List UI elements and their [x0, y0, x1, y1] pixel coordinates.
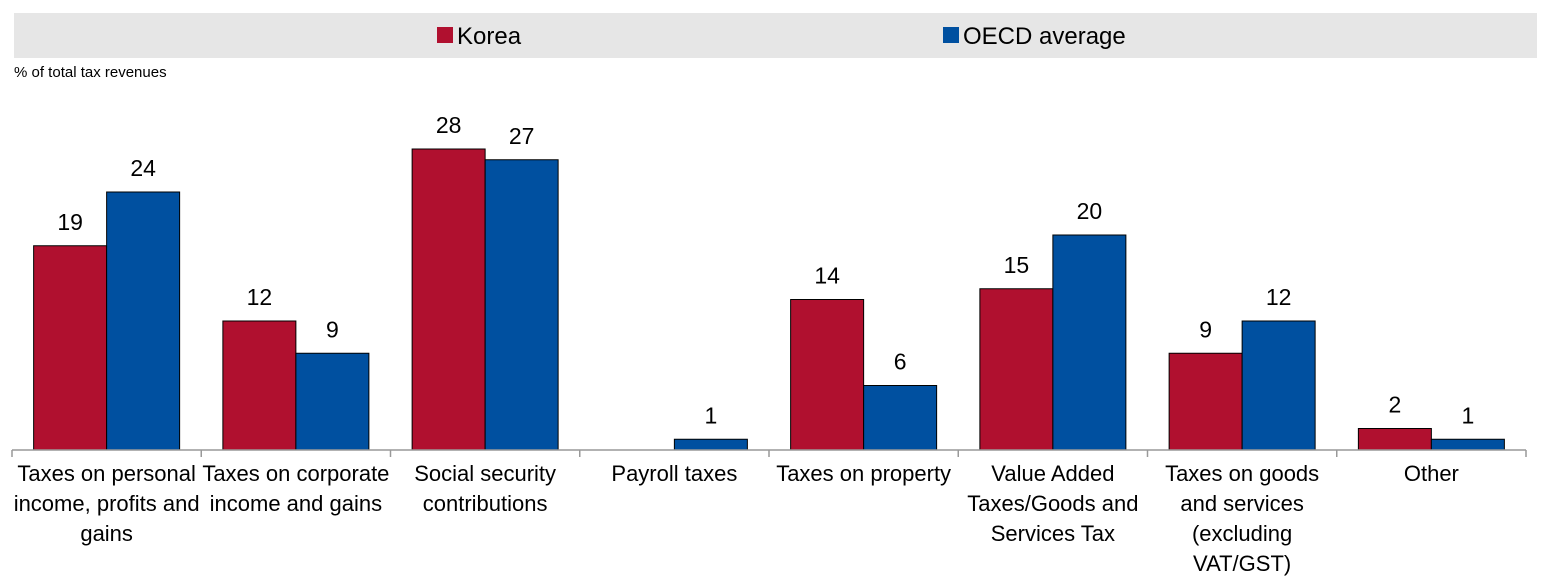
x-tick-label-7: Other	[1404, 461, 1459, 486]
legend: Korea OECD average	[437, 23, 1126, 50]
bar-korea-0	[33, 245, 108, 451]
data-label-korea-1: 12	[247, 284, 273, 310]
bar-oecd-0	[106, 191, 181, 451]
x-tick-label-4: Taxes on property	[776, 461, 951, 486]
data-label-korea-5: 15	[1004, 252, 1030, 278]
legend-label-0: Korea	[457, 23, 522, 50]
data-label-oecd-0: 24	[130, 155, 156, 181]
data-label-oecd-2: 27	[509, 123, 535, 149]
x-tick-label-5: Value Added Taxes/Goods and Services Tax	[967, 461, 1138, 546]
bar-oecd-7	[1430, 438, 1505, 451]
bar-oecd-5	[1052, 234, 1127, 451]
x-tick-label-1: Taxes on corporate income and gains	[202, 461, 389, 516]
bar-oecd-4	[863, 385, 938, 451]
bar-korea-1	[222, 320, 297, 451]
legend-swatch-1	[943, 27, 959, 43]
legend-background	[14, 13, 1537, 58]
data-label-oecd-1: 9	[326, 316, 339, 342]
legend-label-1: OECD average	[963, 23, 1126, 50]
data-label-oecd-4: 6	[894, 349, 907, 375]
data-label-oecd-3: 1	[704, 402, 717, 428]
bar-korea-4	[790, 299, 865, 451]
x-tick-label-0: Taxes on personal income, profits and gain…	[14, 461, 200, 546]
bar-korea-2	[411, 148, 486, 451]
data-label-oecd-6: 12	[1266, 284, 1292, 310]
bar-korea-7	[1357, 428, 1432, 451]
legend-swatch-0	[437, 27, 453, 43]
y-unit-label: % of total tax revenues	[14, 64, 167, 81]
bar-oecd-1	[295, 352, 370, 451]
data-label-oecd-7: 1	[1461, 402, 1474, 428]
bar-oecd-2	[484, 159, 559, 451]
bar-korea-6	[1168, 352, 1243, 451]
bars	[33, 148, 1505, 451]
data-label-korea-2: 28	[436, 112, 462, 138]
x-axis	[11, 449, 1527, 457]
x-tick-label-2: Social security contributions	[414, 461, 556, 516]
bar-korea-5	[979, 288, 1054, 451]
x-tick-label-3: Payroll taxes	[611, 461, 737, 486]
x-tick-label-6: Taxes on goods and services (excluding VAT/…	[1165, 461, 1319, 576]
data-label-korea-7: 2	[1388, 392, 1401, 418]
bar-oecd-3	[673, 438, 748, 451]
x-tick-labels: Taxes on personal income, profits and gain…	[14, 461, 1459, 576]
data-label-korea-4: 14	[814, 263, 840, 289]
data-label-korea-6: 9	[1199, 316, 1212, 342]
bar-oecd-6	[1241, 320, 1316, 451]
data-label-korea-0: 19	[57, 209, 83, 235]
data-label-oecd-5: 20	[1077, 198, 1103, 224]
data-labels: 19 24 12 9 28 27 1 14 6 15 20 9 12 2 1	[57, 112, 1474, 428]
